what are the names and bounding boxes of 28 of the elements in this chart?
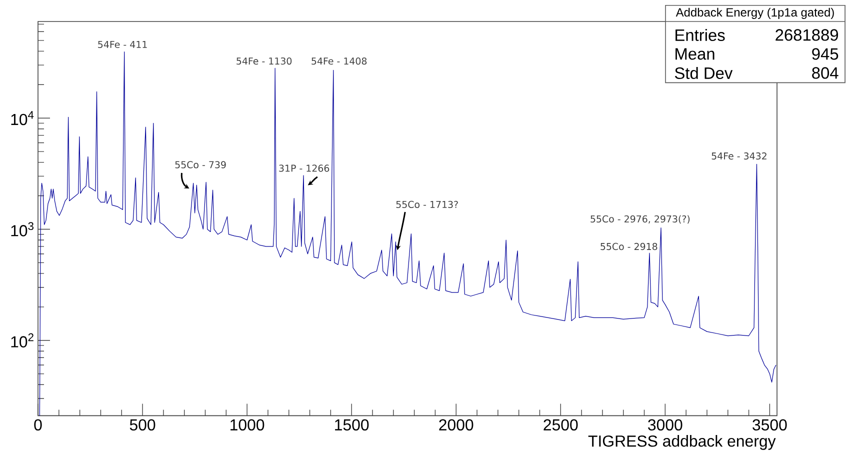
annotation: 55Co - 2918 <box>600 242 658 250</box>
x-tick-label: 500 <box>130 419 156 431</box>
x-tick-label: 1000 <box>230 419 264 431</box>
annotation: 55Co - 2976, 2973(?) <box>590 215 690 224</box>
x-tick-label: 2000 <box>439 419 474 431</box>
annotation: 31P - 1266 <box>279 164 330 172</box>
annotation: Mean <box>676 48 714 60</box>
y-tick-label: 10$^{4}$ <box>11 111 34 126</box>
x-axis-title: TIGRESS addback energy <box>588 435 776 450</box>
y-tick-label: 10$^{2}$ <box>11 333 34 348</box>
annotation: Entries <box>676 28 725 42</box>
x-tick-label: 0 <box>34 419 42 431</box>
annotation: 2681889 <box>776 29 838 41</box>
y-tick-label: 10$^{3}$ <box>11 222 34 236</box>
x-tick-label: 2500 <box>544 419 578 431</box>
text: 945 <box>812 48 838 60</box>
text: 804 <box>812 67 838 79</box>
annotation: 54Fe - 1130 <box>236 57 292 65</box>
annotation: 54Fe - 411 <box>98 40 147 48</box>
x-tick-label: 3000 <box>648 419 682 431</box>
annotation: Std Dev <box>674 66 733 80</box>
annotation: 54Fe - 1408 <box>312 57 367 65</box>
x-tick-label: 1500 <box>335 419 369 431</box>
text: Addback Energy (1p1a gated) <box>676 8 834 19</box>
x-tick-label: 3500 <box>752 419 787 431</box>
annotation: 55Co - 1713? <box>396 200 458 208</box>
annotation: 54Fe - 3432 <box>712 152 766 160</box>
annotation: 55Co - 739 <box>175 161 226 168</box>
